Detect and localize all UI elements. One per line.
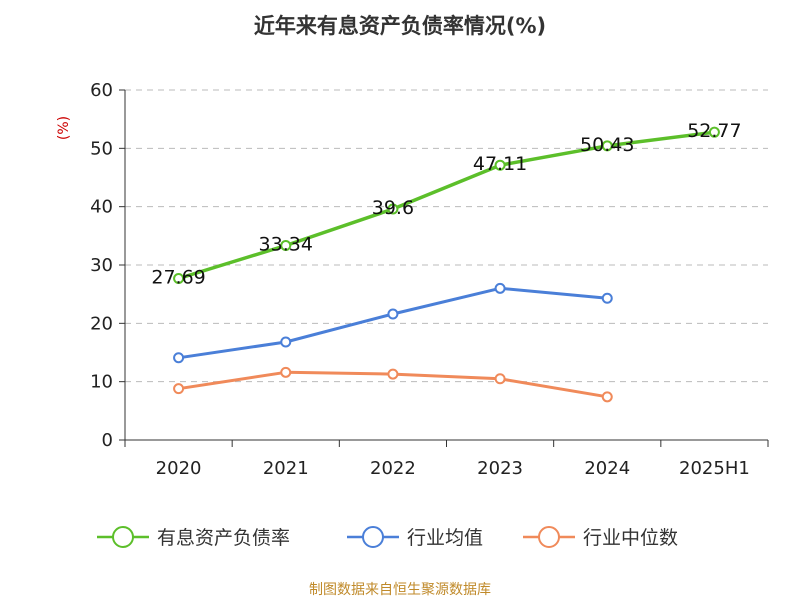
data-label-2020: 27.69 bbox=[151, 266, 205, 288]
legend[interactable]: 有息资产负债率 行业均值 行业中位数 bbox=[97, 526, 678, 549]
series-0-point-2025H1[interactable] bbox=[708, 126, 720, 138]
y-tick-label-20: 20 bbox=[90, 313, 113, 334]
data-labels: 27.69 33.34 39.6 47.11 50.43 52.77 bbox=[151, 120, 741, 288]
series-0-point-2020[interactable] bbox=[173, 272, 185, 284]
series-1-point-2024[interactable] bbox=[601, 292, 613, 304]
y-tick-label-60: 60 bbox=[90, 80, 113, 101]
x-tick-label-2020: 2020 bbox=[156, 458, 202, 479]
source-note: 制图数据来自恒生聚源数据库 bbox=[309, 582, 491, 598]
y-tick-label-30: 30 bbox=[90, 255, 113, 276]
series-line-0 bbox=[178, 130, 715, 281]
data-label-2023: 47.11 bbox=[473, 153, 527, 175]
legend-label-2: 行业中位数 bbox=[583, 527, 678, 549]
series-layer bbox=[173, 126, 720, 403]
series-0-point-2022[interactable] bbox=[387, 203, 399, 215]
legend-label-1: 行业均值 bbox=[407, 527, 483, 549]
legend-swatch-marker-1 bbox=[362, 526, 384, 548]
series-1-point-2022[interactable] bbox=[387, 308, 399, 320]
x-tick-label-2022: 2022 bbox=[370, 458, 416, 479]
data-label-2025H1: 52.77 bbox=[687, 120, 741, 142]
legend-item-1[interactable]: 行业均值 bbox=[347, 526, 483, 549]
legend-label-0: 有息资产负债率 bbox=[157, 527, 290, 549]
legend-item-2[interactable]: 行业中位数 bbox=[523, 526, 678, 549]
y-axis-unit: (%) bbox=[56, 116, 72, 140]
axes: 0 10 20 30 40 50 60 2020 2021 2022 2023 2024 2025H1 bbox=[90, 80, 769, 479]
data-label-2022: 39.6 bbox=[372, 197, 414, 219]
data-label-2021: 33.34 bbox=[259, 234, 313, 256]
series-2-point-2021[interactable] bbox=[280, 366, 292, 378]
data-label-2024: 50.43 bbox=[580, 134, 634, 156]
series-1-point-2020[interactable] bbox=[173, 352, 185, 364]
y-tick-label-50: 50 bbox=[90, 138, 113, 159]
x-tick-label-2024: 2024 bbox=[584, 458, 630, 479]
legend-swatch-marker-2 bbox=[538, 526, 560, 548]
y-tick-label-0: 0 bbox=[102, 430, 113, 451]
x-tick-label-2021: 2021 bbox=[263, 458, 309, 479]
series-0-point-2023[interactable] bbox=[494, 159, 506, 171]
series-2-point-2020[interactable] bbox=[173, 383, 185, 395]
chart-title: 近年来有息资产负债率情况(%) bbox=[254, 14, 546, 38]
x-tick-label-2025H1: 2025H1 bbox=[679, 458, 750, 479]
series-2-point-2023[interactable] bbox=[494, 373, 506, 385]
y-tick-label-40: 40 bbox=[90, 197, 113, 218]
series-1-point-2021[interactable] bbox=[280, 336, 292, 348]
x-tick-label-2023: 2023 bbox=[477, 458, 523, 479]
grid-lines bbox=[125, 89, 768, 383]
series-0-point-2024[interactable] bbox=[601, 140, 613, 152]
y-tick-label-10: 10 bbox=[90, 372, 113, 393]
series-0-point-2021[interactable] bbox=[280, 240, 292, 252]
series-2-point-2024[interactable] bbox=[601, 391, 613, 403]
legend-item-0[interactable]: 有息资产负债率 bbox=[97, 526, 290, 549]
series-2-point-2022[interactable] bbox=[387, 368, 399, 380]
legend-swatch-marker-0 bbox=[112, 526, 134, 548]
series-1-point-2023[interactable] bbox=[494, 282, 506, 294]
